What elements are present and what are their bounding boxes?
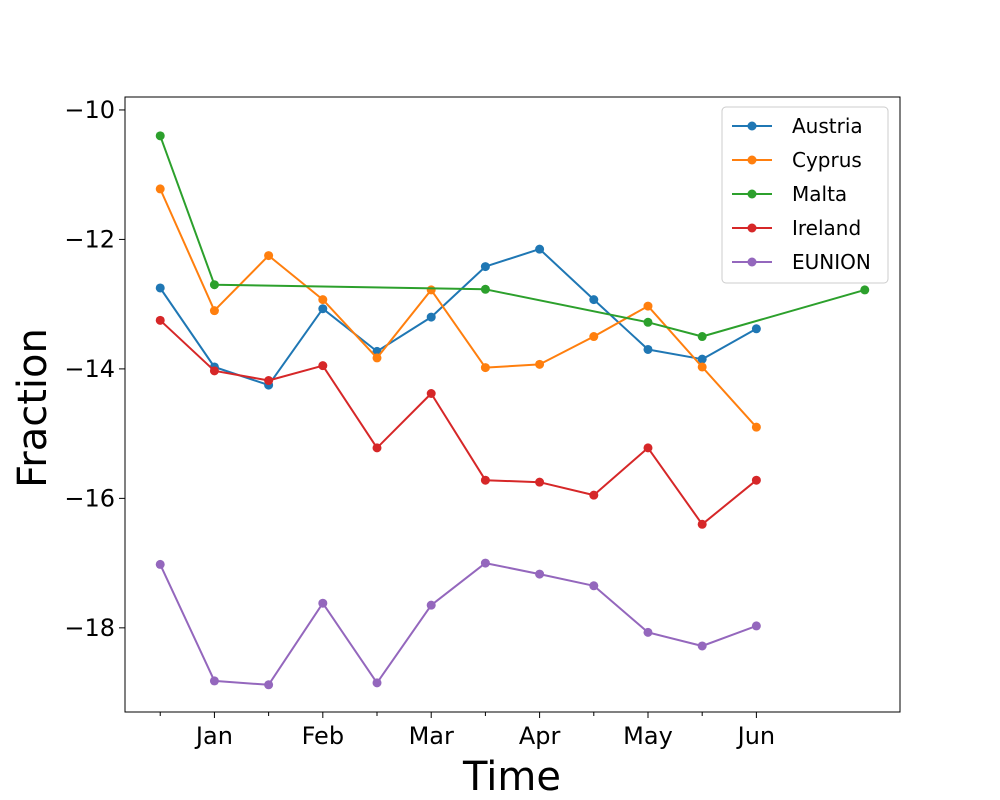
data-point xyxy=(480,475,490,485)
legend-label: Malta xyxy=(792,182,847,206)
data-point xyxy=(209,676,219,686)
data-point xyxy=(426,600,436,610)
series-layer xyxy=(155,131,870,690)
data-point xyxy=(697,519,707,529)
data-point xyxy=(372,353,382,363)
legend-label: EUNION xyxy=(792,250,871,274)
data-point xyxy=(480,284,490,294)
data-point xyxy=(751,475,761,485)
data-point xyxy=(155,315,165,325)
x-tick-label: Apr xyxy=(519,722,561,750)
data-point xyxy=(318,304,328,314)
data-point xyxy=(751,621,761,631)
data-point xyxy=(697,362,707,372)
x-tick-label: May xyxy=(623,722,673,750)
data-point xyxy=(155,184,165,194)
data-point xyxy=(589,295,599,305)
data-point xyxy=(318,361,328,371)
series-malta xyxy=(155,131,870,342)
data-point xyxy=(697,354,707,364)
data-point xyxy=(535,569,545,579)
legend-marker xyxy=(747,223,757,233)
data-point xyxy=(209,366,219,376)
series-cyprus xyxy=(155,184,761,432)
data-point xyxy=(643,344,653,354)
data-point xyxy=(643,443,653,453)
legend-item: EUNION xyxy=(732,250,871,274)
y-tick-label: −18 xyxy=(64,614,115,642)
data-point xyxy=(751,324,761,334)
legend: Austria Cyprus Malta Ireland EUNION xyxy=(721,106,889,284)
legend-item: Cyprus xyxy=(732,148,862,172)
data-point xyxy=(860,285,870,295)
data-point xyxy=(426,388,436,398)
legend-marker xyxy=(747,155,757,165)
x-tick-label: Jun xyxy=(736,722,776,750)
data-point xyxy=(155,559,165,569)
data-point xyxy=(426,285,436,295)
data-point xyxy=(426,312,436,322)
y-tick-label: −14 xyxy=(64,355,115,383)
legend-box xyxy=(721,106,889,284)
data-point xyxy=(155,131,165,141)
series-line xyxy=(159,319,758,526)
data-point xyxy=(643,301,653,311)
series-line xyxy=(159,135,866,338)
series-ireland xyxy=(155,315,761,529)
data-point xyxy=(209,280,219,290)
data-point xyxy=(264,376,274,386)
data-point xyxy=(155,283,165,293)
legend-label: Austria xyxy=(792,114,863,138)
data-point xyxy=(589,490,599,500)
series-austria xyxy=(155,244,761,390)
series-eunion xyxy=(155,558,761,690)
legend-marker xyxy=(747,257,757,267)
legend-item: Austria xyxy=(732,114,863,138)
x-tick-label: Feb xyxy=(302,722,345,750)
data-point xyxy=(589,332,599,342)
data-point xyxy=(480,363,490,373)
x-tick-label: Jan xyxy=(194,722,233,750)
legend-item: Malta xyxy=(732,182,847,206)
data-point xyxy=(372,443,382,453)
y-tick-label: −12 xyxy=(64,225,115,253)
data-point xyxy=(480,262,490,272)
data-point xyxy=(751,422,761,432)
series-line xyxy=(159,188,758,428)
data-point xyxy=(209,306,219,316)
data-point xyxy=(480,558,490,568)
data-point xyxy=(535,244,545,254)
data-point xyxy=(535,359,545,369)
y-tick-label: −10 xyxy=(64,96,115,124)
legend-label: Cyprus xyxy=(792,148,862,172)
data-point xyxy=(318,295,328,305)
y-axis: −10 −12 −14 −16 −18 xyxy=(64,96,125,642)
data-point xyxy=(535,477,545,487)
data-point xyxy=(643,627,653,637)
data-point xyxy=(697,641,707,651)
x-tick-label: Mar xyxy=(409,722,454,750)
legend-label: Ireland xyxy=(792,216,861,240)
y-tick-label: −16 xyxy=(64,484,115,512)
data-point xyxy=(264,680,274,690)
legend-item: Ireland xyxy=(732,216,861,240)
data-point xyxy=(589,581,599,591)
plot-frame xyxy=(124,96,901,713)
data-point xyxy=(643,317,653,327)
y-axis-title: Fraction xyxy=(10,328,56,488)
series-line xyxy=(159,562,757,686)
legend-marker xyxy=(747,189,757,199)
data-point xyxy=(372,678,382,688)
data-point xyxy=(318,598,328,608)
series-line xyxy=(159,248,757,387)
x-axis: Jan Feb Mar Apr May Jun xyxy=(159,712,776,750)
legend-marker xyxy=(747,121,757,131)
x-axis-title: Time xyxy=(462,754,561,800)
data-point xyxy=(264,251,274,261)
data-point xyxy=(697,332,707,342)
